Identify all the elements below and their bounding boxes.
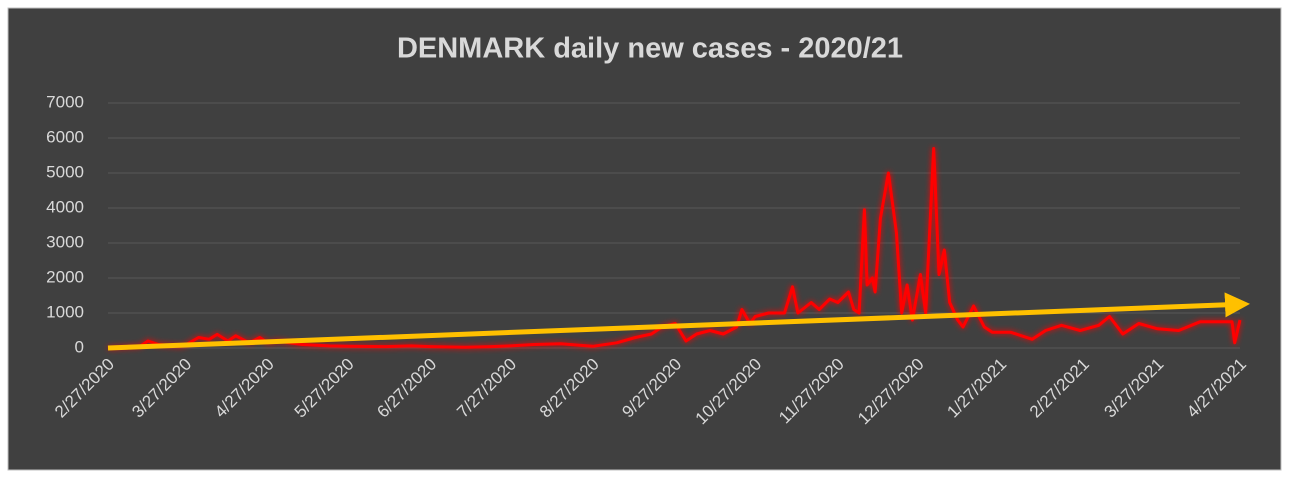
y-tick-label: 1000	[46, 302, 84, 321]
chart-background	[7, 7, 1282, 471]
y-tick-label: 5000	[46, 162, 84, 181]
y-tick-label: 7000	[46, 92, 84, 111]
y-tick-label: 2000	[46, 267, 84, 286]
trend-line	[107, 292, 1250, 351]
y-tick-label: 0	[75, 337, 84, 356]
y-tick-label: 4000	[46, 197, 84, 216]
chart-title: DENMARK daily new cases - 2020/21	[397, 33, 903, 65]
y-tick-label: 3000	[46, 232, 84, 251]
y-tick-label: 6000	[46, 127, 84, 146]
